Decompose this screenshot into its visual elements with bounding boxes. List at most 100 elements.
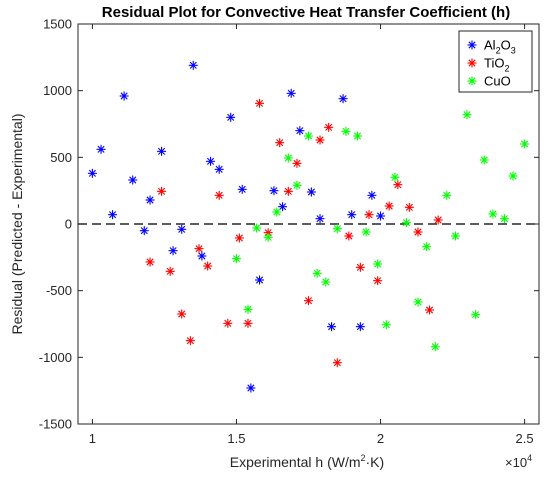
data-point — [430, 342, 440, 352]
x-axis-title: Experimental h (W/m2·K) — [230, 453, 384, 470]
data-point — [324, 122, 334, 132]
data-point — [338, 94, 348, 104]
data-point — [315, 214, 325, 224]
x-multiplier-label: ×104 — [505, 453, 532, 470]
data-point — [243, 304, 253, 314]
data-point — [231, 254, 241, 264]
data-point — [263, 232, 273, 242]
y-tick-label: 1000 — [43, 83, 72, 98]
y-tick-label: -500 — [46, 283, 72, 298]
x-axis-title-tail: ·K) — [366, 454, 385, 470]
data-point — [304, 296, 313, 306]
data-point — [139, 226, 149, 236]
data-point — [520, 139, 530, 149]
data-point — [177, 309, 187, 319]
data-point — [168, 246, 178, 256]
data-point — [401, 218, 411, 228]
data-point — [433, 215, 443, 225]
x-tick-label: 2.5 — [516, 431, 534, 446]
data-point — [197, 251, 207, 261]
data-point — [157, 186, 167, 196]
series-tio2 — [145, 98, 443, 368]
data-point — [508, 171, 518, 181]
data-point — [96, 144, 106, 154]
data-point — [471, 310, 481, 320]
data-point — [292, 158, 302, 168]
legend-marker — [467, 58, 477, 68]
data-point — [292, 180, 302, 190]
data-point — [341, 126, 351, 136]
x-tick-label: 2 — [377, 431, 384, 446]
y-tick-label: -1500 — [39, 417, 72, 432]
y-tick-label: -1000 — [39, 350, 72, 365]
data-point — [223, 318, 233, 328]
data-point — [255, 275, 265, 285]
data-point — [283, 186, 293, 196]
y-tick-label: 500 — [50, 150, 72, 165]
data-point — [315, 135, 325, 145]
data-point — [332, 358, 342, 368]
data-point — [206, 156, 216, 166]
x-axis-title-sup: 2 — [361, 453, 366, 463]
data-point — [413, 297, 423, 307]
data-point — [404, 202, 414, 212]
data-point — [442, 190, 452, 200]
data-point — [327, 322, 337, 332]
data-point — [269, 186, 279, 196]
data-point — [226, 112, 236, 122]
legend-label: TiO2 — [484, 56, 509, 74]
data-point — [145, 257, 155, 267]
data-point — [185, 336, 195, 346]
data-point — [194, 244, 204, 254]
legend-item-al2o3: Al2O3 — [467, 38, 516, 56]
data-point — [145, 195, 155, 205]
legend-label: Al2O3 — [484, 38, 516, 56]
data-point — [384, 201, 394, 211]
legend-item-cuo: CuO — [467, 74, 511, 89]
data-point — [177, 224, 187, 234]
data-point — [272, 207, 282, 217]
data-point — [373, 276, 383, 286]
y-tick-label: 1500 — [43, 17, 72, 32]
data-point — [312, 268, 322, 278]
series-al2o3 — [87, 60, 386, 393]
legend-marker — [467, 40, 477, 50]
data-point — [381, 320, 391, 330]
data-point — [344, 231, 354, 241]
data-point — [87, 168, 97, 178]
x-tick-label: 1.5 — [227, 431, 245, 446]
y-tick-label: 0 — [65, 217, 72, 232]
legend-label: CuO — [484, 74, 511, 89]
y-axis-title: Residual (Predicted - Experimental) — [9, 114, 25, 335]
data-point — [203, 261, 213, 271]
data-point — [413, 227, 423, 237]
data-point — [390, 172, 400, 182]
axes-layer: 1 1.5 2 2.5 -1500 -1000 -500 0 500 1000 1500 — [39, 17, 539, 446]
x-tick-label: 1 — [89, 431, 96, 446]
data-point — [237, 184, 247, 194]
data-point — [165, 266, 175, 276]
data-point — [188, 60, 198, 70]
legend-marker — [467, 76, 477, 86]
data-point — [243, 318, 253, 328]
data-point — [355, 322, 365, 332]
data-point — [304, 131, 313, 141]
data-point — [214, 190, 224, 200]
data-point — [321, 277, 331, 287]
data-point — [462, 110, 472, 120]
data-point — [361, 227, 371, 237]
data-point — [278, 202, 288, 212]
data-point — [128, 175, 138, 185]
x-multiplier-base: ×10 — [505, 455, 527, 470]
data-point — [275, 138, 285, 148]
data-point — [332, 224, 342, 234]
data-point — [214, 164, 224, 174]
data-point — [286, 88, 296, 98]
data-point — [479, 155, 489, 165]
series-cuo — [231, 110, 530, 352]
data-point — [355, 262, 365, 272]
legend-item-tio2: TiO2 — [467, 56, 509, 74]
x-multiplier-exp: 4 — [527, 453, 532, 463]
x-axis-title-main: Experimental h (W/m — [230, 454, 361, 470]
